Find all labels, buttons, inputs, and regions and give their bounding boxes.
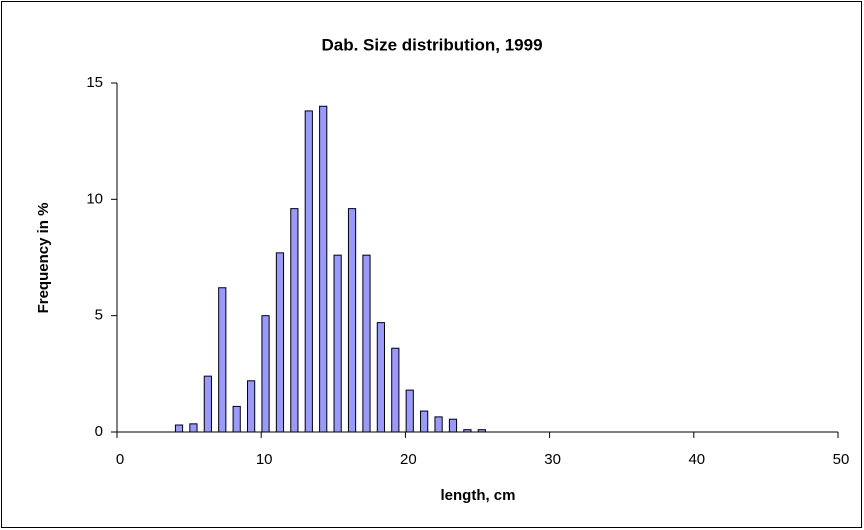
x-axis-label: length, cm <box>440 487 515 504</box>
bar <box>448 418 458 433</box>
y-tick-label: 15 <box>86 74 103 91</box>
bar <box>420 410 429 433</box>
bar <box>304 110 313 433</box>
bar <box>333 254 342 433</box>
bar <box>405 389 414 433</box>
y-tick-label: 10 <box>86 190 103 207</box>
bar <box>347 208 357 433</box>
x-tick-label: 10 <box>256 451 273 468</box>
bar <box>189 423 198 433</box>
bar <box>232 405 241 433</box>
y-axis-label: Frequency in % <box>35 203 52 314</box>
x-tick-label: 0 <box>116 451 124 468</box>
bar <box>391 347 400 433</box>
bar <box>362 254 371 433</box>
chart-title: Dab. Size distribution, 1999 <box>321 35 542 54</box>
bar <box>376 322 385 433</box>
bar <box>290 208 299 433</box>
y-tick-label: 5 <box>95 307 103 324</box>
bar <box>174 424 184 433</box>
bar <box>319 105 328 433</box>
bar <box>275 252 285 433</box>
bar <box>261 315 270 433</box>
bar <box>218 287 227 433</box>
x-tick-label: 30 <box>544 451 561 468</box>
x-tick-label: 50 <box>833 451 850 468</box>
y-tick-label: 0 <box>95 423 103 440</box>
x-tick-label: 40 <box>688 451 705 468</box>
bar <box>247 380 256 433</box>
bar <box>203 375 212 433</box>
bar <box>434 416 443 433</box>
x-tick-label: 20 <box>400 451 417 468</box>
